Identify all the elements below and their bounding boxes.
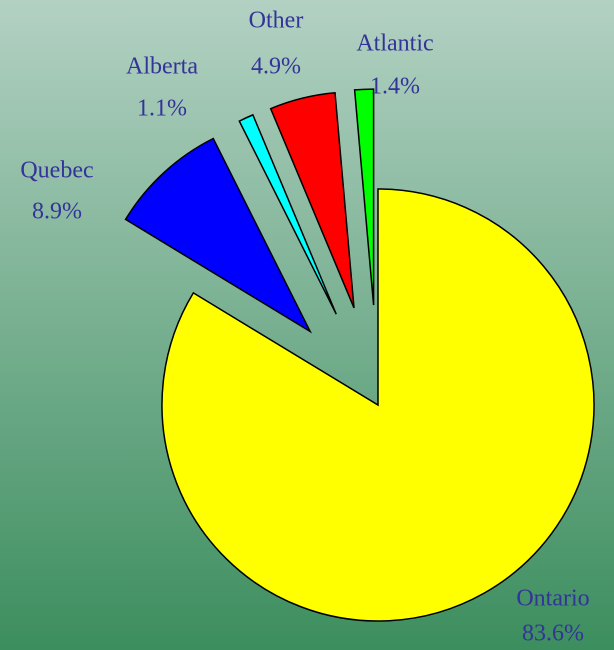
pie-slice [353,88,375,306]
slice-value-label: 4.9% [251,54,301,80]
slice-label: Ontario [516,586,589,612]
slice-label: Atlantic [356,31,433,57]
pie-slice [124,137,313,334]
pie-slice [269,91,355,309]
slice-value-label: 1.1% [137,96,187,122]
pie-slice [161,188,595,622]
slice-value-label: 1.4% [370,74,420,100]
slice-label: Other [249,8,304,34]
slice-value-label: 83.6% [522,621,584,647]
slice-label: Quebec [20,158,93,184]
slice-value-label: 8.9% [32,199,82,225]
pie-slice [238,113,337,315]
slice-label: Alberta [126,54,198,80]
